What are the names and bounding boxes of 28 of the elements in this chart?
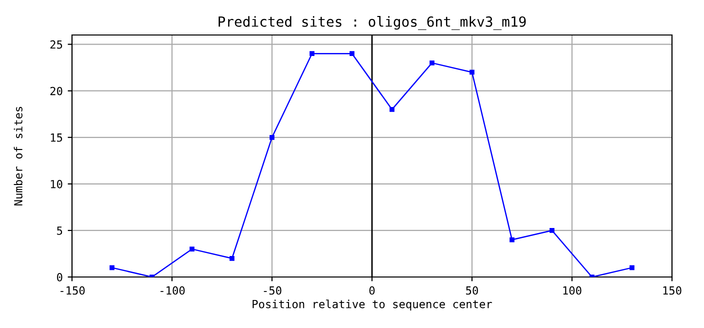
- point: [350, 51, 354, 56]
- x-tick-label: 0: [369, 286, 375, 295]
- x-tick-label: 50: [466, 286, 478, 295]
- point: [510, 237, 514, 242]
- x-tick-label: 150: [663, 286, 682, 295]
- point: [470, 70, 474, 75]
- y-tick-label: 20: [50, 86, 62, 96]
- point: [270, 134, 274, 140]
- point: [630, 265, 634, 270]
- x-tick-label: -150: [60, 286, 85, 295]
- point: [230, 256, 234, 261]
- point: [430, 60, 434, 66]
- chart-title: Predicted sites : oligos_6nt_mkv3_m19: [218, 16, 526, 30]
- y-axis-title: Number of sites: [14, 106, 22, 206]
- y-tick-label: 25: [50, 40, 62, 49]
- x-axis-title: Position relative to sequence center: [252, 300, 492, 310]
- point: [390, 107, 394, 112]
- point: [310, 51, 314, 56]
- y-tick-label: 10: [50, 180, 62, 188]
- y-tick-label: 5: [57, 226, 62, 235]
- x-tick-label: 100: [563, 286, 582, 295]
- point: [190, 246, 194, 252]
- x-tick-label: -50: [264, 286, 282, 295]
- point: [550, 228, 554, 233]
- y-tick-label: 0: [57, 273, 62, 282]
- y-tick-label: 15: [50, 134, 62, 142]
- point: [110, 265, 114, 270]
- x-tick-label: -100: [160, 286, 185, 295]
